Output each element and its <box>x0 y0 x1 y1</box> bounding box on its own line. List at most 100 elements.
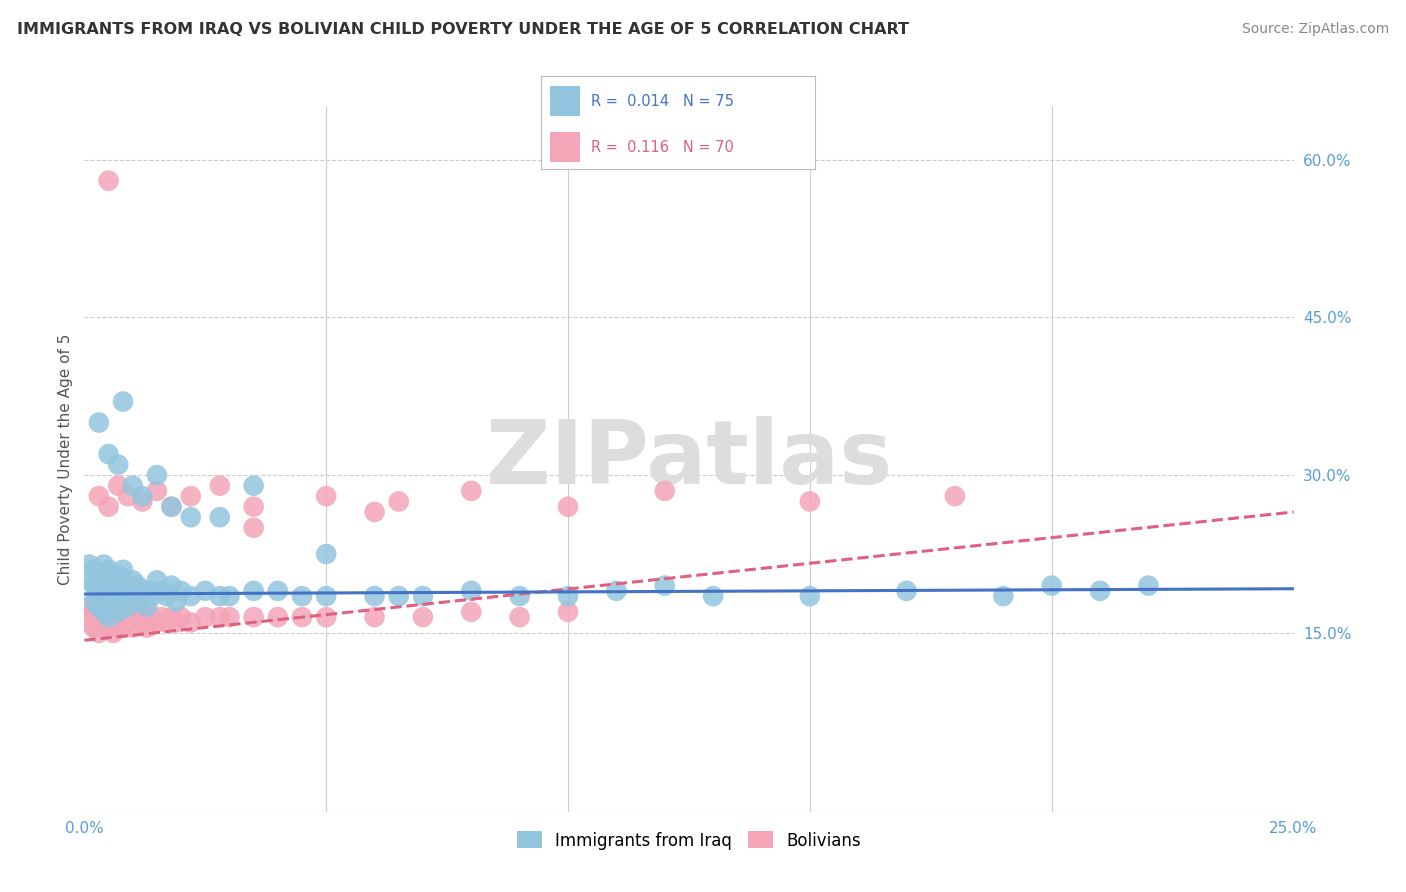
Point <box>150 610 173 624</box>
Point <box>112 615 135 630</box>
Point <box>97 447 120 461</box>
Point <box>97 500 120 514</box>
Point <box>160 610 183 624</box>
Point <box>146 574 169 588</box>
FancyBboxPatch shape <box>550 132 579 162</box>
Point <box>363 610 385 624</box>
Point <box>155 615 177 630</box>
Point <box>896 583 918 598</box>
Point <box>557 500 579 514</box>
Point <box>460 483 482 498</box>
Point <box>131 494 153 508</box>
Point <box>107 589 129 603</box>
Point <box>1137 578 1160 592</box>
Point <box>107 568 129 582</box>
Point <box>97 563 120 577</box>
Point <box>127 578 149 592</box>
Point <box>194 583 217 598</box>
Text: IMMIGRANTS FROM IRAQ VS BOLIVIAN CHILD POVERTY UNDER THE AGE OF 5 CORRELATION CH: IMMIGRANTS FROM IRAQ VS BOLIVIAN CHILD P… <box>17 22 908 37</box>
Point <box>170 583 193 598</box>
Point <box>242 478 264 492</box>
Point <box>107 478 129 492</box>
Point <box>605 583 627 598</box>
Point <box>93 558 115 572</box>
Point <box>77 615 100 630</box>
Point <box>993 589 1015 603</box>
Point <box>363 505 385 519</box>
Point <box>87 610 110 624</box>
Point <box>509 589 531 603</box>
Point <box>654 483 676 498</box>
Point <box>97 174 120 188</box>
Point <box>460 583 482 598</box>
Point <box>103 610 125 624</box>
Point <box>150 583 173 598</box>
Point <box>107 610 129 624</box>
Point <box>412 589 434 603</box>
Point <box>87 599 110 614</box>
Point <box>165 594 187 608</box>
Point <box>103 615 125 630</box>
Point <box>103 589 125 603</box>
Point <box>117 489 139 503</box>
Point <box>702 589 724 603</box>
Point <box>112 621 135 635</box>
Point <box>141 610 163 624</box>
Point <box>291 610 314 624</box>
Point <box>136 583 159 598</box>
Point <box>291 589 314 603</box>
Point <box>1040 578 1063 592</box>
Point <box>557 589 579 603</box>
Point <box>160 500 183 514</box>
Point <box>267 610 290 624</box>
Legend: Immigrants from Iraq, Bolivians: Immigrants from Iraq, Bolivians <box>510 825 868 856</box>
Point <box>557 605 579 619</box>
Point <box>315 489 337 503</box>
Point <box>112 394 135 409</box>
Point <box>160 500 183 514</box>
Point <box>87 594 110 608</box>
Point <box>146 468 169 483</box>
Point <box>180 589 202 603</box>
Point <box>315 547 337 561</box>
Point <box>77 574 100 588</box>
Point <box>112 563 135 577</box>
Point <box>799 494 821 508</box>
Point <box>107 458 129 472</box>
Point <box>121 583 143 598</box>
Point <box>509 610 531 624</box>
Point <box>131 615 153 630</box>
Point <box>242 521 264 535</box>
Point <box>315 610 337 624</box>
Point <box>112 605 135 619</box>
Point <box>363 589 385 603</box>
Point <box>654 578 676 592</box>
Point <box>141 589 163 603</box>
Point <box>127 594 149 608</box>
Point <box>127 599 149 614</box>
Point <box>460 605 482 619</box>
Point <box>103 626 125 640</box>
Point <box>112 578 135 592</box>
Point <box>93 605 115 619</box>
Point <box>146 615 169 630</box>
Point <box>121 621 143 635</box>
Point <box>136 610 159 624</box>
Point <box>117 605 139 619</box>
Point <box>97 574 120 588</box>
Point <box>87 626 110 640</box>
Point <box>87 583 110 598</box>
Point <box>208 478 231 492</box>
Point <box>87 589 110 603</box>
Point <box>83 578 105 592</box>
Point <box>208 610 231 624</box>
Point <box>121 574 143 588</box>
Point <box>77 558 100 572</box>
Point <box>117 599 139 614</box>
Point <box>136 599 159 614</box>
Point <box>87 568 110 582</box>
Point <box>121 478 143 492</box>
Point <box>131 489 153 503</box>
Point <box>97 610 120 624</box>
Point <box>799 589 821 603</box>
